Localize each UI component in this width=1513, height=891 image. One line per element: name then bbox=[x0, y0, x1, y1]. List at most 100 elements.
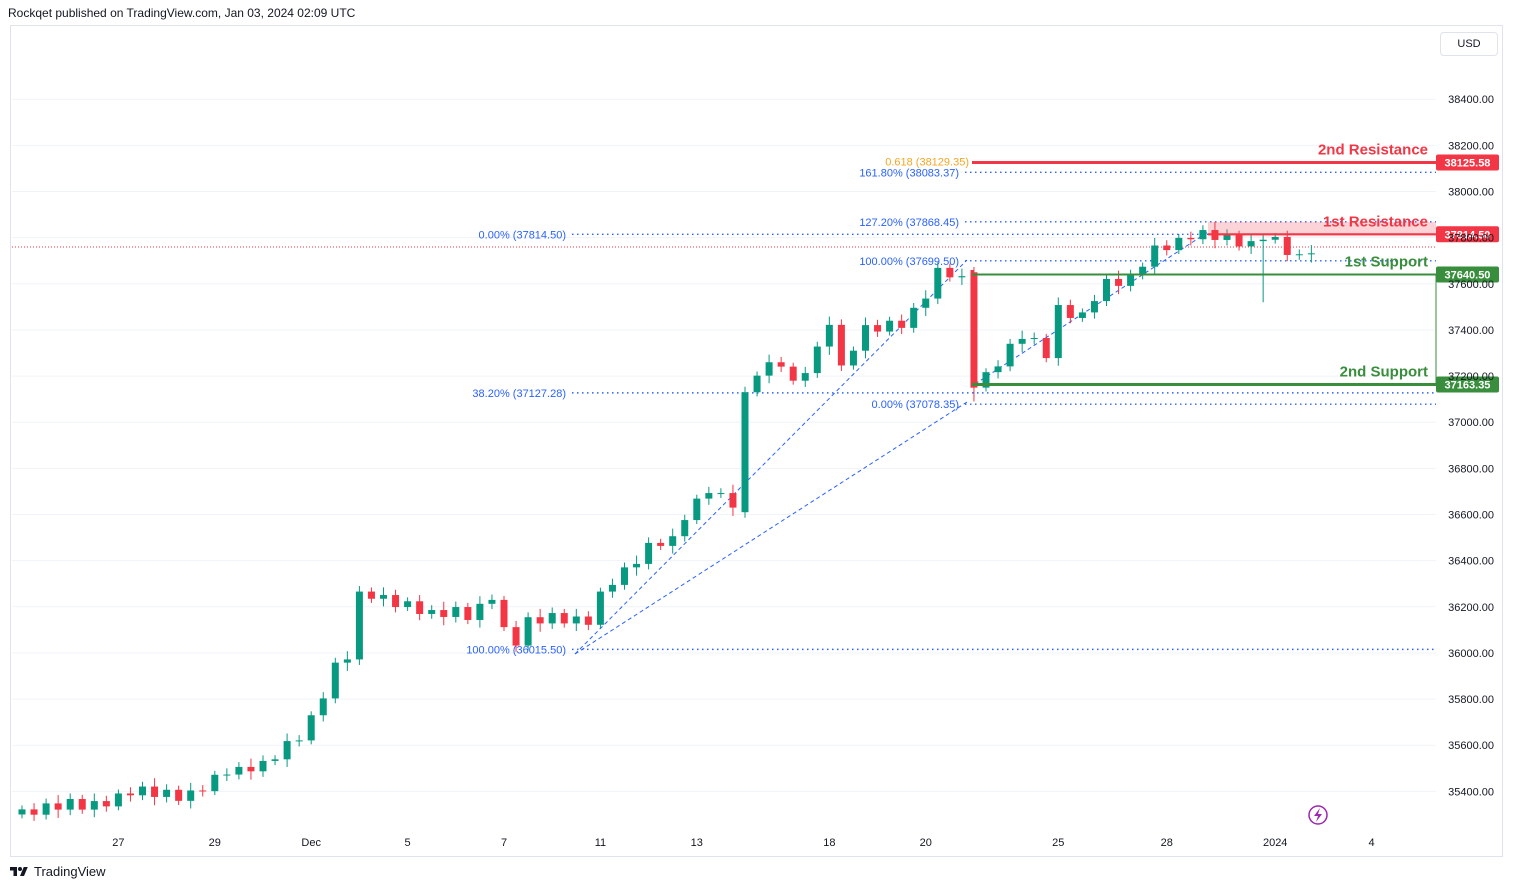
candle[interactable] bbox=[54, 795, 62, 818]
candle[interactable] bbox=[1175, 233, 1183, 255]
candle[interactable] bbox=[548, 607, 556, 629]
candle[interactable] bbox=[633, 555, 641, 576]
candle[interactable] bbox=[66, 793, 74, 816]
candle[interactable] bbox=[223, 768, 231, 782]
candle[interactable] bbox=[1247, 233, 1255, 255]
candle[interactable] bbox=[1042, 333, 1050, 363]
candle[interactable] bbox=[114, 789, 122, 811]
candle[interactable] bbox=[392, 589, 400, 613]
candle[interactable] bbox=[874, 319, 882, 337]
candle[interactable] bbox=[741, 386, 749, 518]
candle[interactable] bbox=[428, 605, 436, 619]
candle[interactable] bbox=[1199, 225, 1207, 245]
candle[interactable] bbox=[488, 594, 496, 610]
candle[interactable] bbox=[295, 735, 303, 747]
candle[interactable] bbox=[970, 266, 978, 402]
candle[interactable] bbox=[572, 608, 580, 632]
candle[interactable] bbox=[669, 528, 677, 554]
candle[interactable] bbox=[825, 316, 833, 355]
candle[interactable] bbox=[199, 785, 207, 797]
candle[interactable] bbox=[380, 587, 387, 607]
candle[interactable] bbox=[1127, 269, 1135, 292]
candle[interactable] bbox=[1030, 332, 1038, 345]
candle[interactable] bbox=[126, 787, 134, 802]
candle[interactable] bbox=[271, 755, 279, 766]
candle[interactable] bbox=[1283, 230, 1291, 262]
candle[interactable] bbox=[994, 360, 1002, 379]
candle[interactable] bbox=[862, 317, 869, 359]
candle[interactable] bbox=[584, 611, 592, 631]
candle[interactable] bbox=[621, 562, 628, 590]
candle[interactable] bbox=[1018, 330, 1026, 353]
candle[interactable] bbox=[1066, 299, 1074, 324]
candle[interactable] bbox=[934, 262, 942, 305]
candle[interactable] bbox=[1151, 237, 1159, 275]
candle[interactable] bbox=[307, 711, 315, 745]
tradingview-brand[interactable]: TradingView bbox=[10, 864, 106, 879]
candle[interactable] bbox=[78, 794, 86, 814]
candle[interactable] bbox=[151, 778, 159, 806]
candle[interactable] bbox=[946, 263, 954, 282]
candle[interactable] bbox=[343, 651, 351, 671]
candle[interactable] bbox=[693, 494, 701, 524]
candle[interactable] bbox=[657, 538, 665, 551]
candle[interactable] bbox=[259, 755, 267, 777]
candle[interactable] bbox=[1103, 274, 1110, 306]
candle[interactable] bbox=[705, 486, 713, 505]
candle[interactable] bbox=[139, 781, 146, 801]
candle[interactable] bbox=[886, 316, 894, 336]
candle[interactable] bbox=[910, 302, 918, 333]
candle[interactable] bbox=[1054, 297, 1062, 366]
candle[interactable] bbox=[440, 601, 448, 626]
candle[interactable] bbox=[982, 368, 990, 392]
candle[interactable] bbox=[801, 366, 809, 387]
candle[interactable] bbox=[211, 770, 219, 796]
candle[interactable] bbox=[1163, 240, 1171, 256]
candle[interactable] bbox=[958, 268, 966, 285]
candle[interactable] bbox=[789, 362, 797, 385]
candle[interactable] bbox=[331, 657, 339, 704]
candle[interactable] bbox=[898, 314, 906, 335]
candle[interactable] bbox=[608, 578, 616, 598]
events-lightning-icon[interactable] bbox=[1308, 805, 1328, 825]
candle[interactable] bbox=[319, 692, 327, 722]
candle[interactable] bbox=[1259, 234, 1267, 303]
candle[interactable] bbox=[500, 595, 508, 632]
candle[interactable] bbox=[283, 733, 291, 767]
candle[interactable] bbox=[681, 514, 689, 542]
candle[interactable] bbox=[175, 785, 183, 806]
candle[interactable] bbox=[753, 371, 761, 397]
candle[interactable] bbox=[30, 803, 38, 821]
candle[interactable] bbox=[1078, 308, 1086, 322]
candle[interactable] bbox=[367, 587, 375, 603]
candle[interactable] bbox=[1307, 245, 1315, 263]
candle[interactable] bbox=[1187, 231, 1195, 246]
candle[interactable] bbox=[404, 597, 412, 611]
candle[interactable] bbox=[452, 601, 460, 623]
candle[interactable] bbox=[235, 762, 243, 780]
candle[interactable] bbox=[717, 488, 725, 498]
candle[interactable] bbox=[729, 484, 737, 516]
candle[interactable] bbox=[355, 586, 363, 665]
currency-button[interactable]: USD bbox=[1440, 32, 1498, 56]
candle[interactable] bbox=[765, 354, 773, 384]
candle[interactable] bbox=[777, 356, 785, 372]
candle[interactable] bbox=[536, 608, 544, 632]
candle[interactable] bbox=[90, 793, 98, 818]
candle[interactable] bbox=[813, 341, 821, 378]
candle[interactable] bbox=[560, 608, 568, 628]
candle[interactable] bbox=[849, 346, 857, 370]
candle[interactable] bbox=[476, 596, 484, 628]
candle[interactable] bbox=[464, 602, 472, 625]
candle[interactable] bbox=[1090, 294, 1098, 319]
candle[interactable] bbox=[187, 782, 195, 809]
candle[interactable] bbox=[416, 595, 424, 621]
candle[interactable] bbox=[922, 290, 930, 317]
candle[interactable] bbox=[163, 784, 171, 803]
candle[interactable] bbox=[102, 795, 110, 812]
candle[interactable] bbox=[596, 587, 604, 629]
candle[interactable] bbox=[1006, 338, 1014, 372]
candle[interactable] bbox=[18, 805, 26, 819]
candle[interactable] bbox=[247, 758, 255, 780]
